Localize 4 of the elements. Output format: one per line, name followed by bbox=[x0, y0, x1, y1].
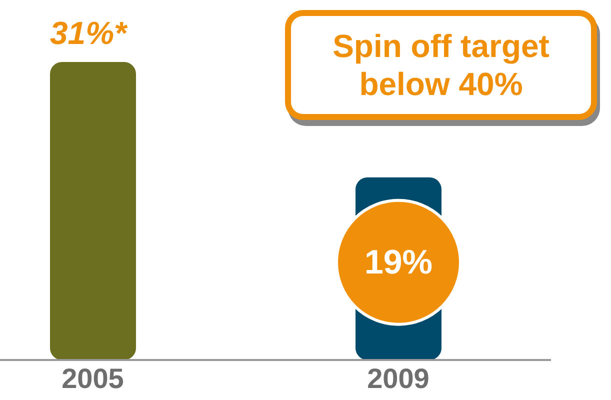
x-tick-label: 2005 bbox=[62, 362, 124, 394]
data-label: 31%* bbox=[50, 15, 128, 51]
data-label: 19% bbox=[364, 243, 433, 282]
x-tick-label: 2009 bbox=[367, 362, 430, 394]
